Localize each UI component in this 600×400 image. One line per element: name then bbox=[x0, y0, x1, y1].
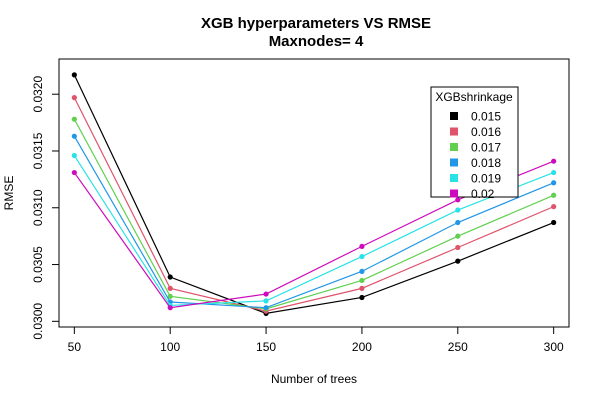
data-point bbox=[71, 72, 77, 78]
legend-swatch bbox=[450, 143, 458, 151]
data-point bbox=[455, 207, 461, 213]
data-point bbox=[263, 291, 269, 297]
legend-label: 0.017 bbox=[471, 141, 501, 155]
legend-label: 0.018 bbox=[471, 156, 501, 170]
data-point bbox=[455, 258, 461, 264]
data-point bbox=[71, 95, 77, 101]
legend-swatch bbox=[450, 127, 458, 136]
y-axis: 0.0300 0.0305 0.0310 0.0315 0.0320 bbox=[31, 76, 60, 340]
chart-subtitle: Maxnodes= 4 bbox=[269, 33, 364, 50]
y-tick-label: 0.0305 bbox=[31, 246, 45, 283]
series-line bbox=[73, 74, 554, 314]
data-point bbox=[71, 116, 77, 122]
data-point bbox=[551, 169, 557, 176]
y-tick-label: 0.0300 bbox=[31, 303, 45, 340]
data-point bbox=[551, 180, 557, 186]
data-point bbox=[71, 133, 77, 139]
y-tick-label: 0.0310 bbox=[31, 189, 45, 226]
legend-item: 0.016 bbox=[450, 125, 501, 139]
legend-label: 0.015 bbox=[471, 110, 501, 124]
y-tick-label: 0.0320 bbox=[31, 76, 45, 113]
legend-box bbox=[430, 86, 519, 198]
legend-item: 0.019 bbox=[450, 172, 501, 186]
data-point bbox=[455, 197, 461, 203]
x-axis: 50 100 150 200 250 300 bbox=[68, 326, 564, 354]
data-point bbox=[263, 305, 269, 311]
data-point bbox=[167, 274, 173, 280]
series-line bbox=[73, 118, 554, 310]
legend-swatch bbox=[450, 174, 458, 182]
data-point bbox=[167, 305, 173, 311]
legend-item: 0.017 bbox=[450, 141, 501, 155]
y-tick-label: 0.0315 bbox=[31, 132, 45, 169]
x-tick-label: 50 bbox=[68, 340, 82, 354]
data-point bbox=[551, 158, 557, 164]
data-point bbox=[551, 219, 557, 226]
series-0.015 bbox=[71, 72, 557, 316]
data-point bbox=[359, 268, 365, 274]
series-0.018 bbox=[71, 133, 557, 311]
data-point bbox=[167, 293, 173, 299]
series-line bbox=[73, 97, 554, 312]
data-point bbox=[359, 253, 365, 260]
x-tick-label: 150 bbox=[256, 340, 276, 354]
legend-swatch bbox=[450, 158, 458, 167]
x-axis-label: Number of trees bbox=[271, 372, 357, 386]
legend-title: XGBshrinkage bbox=[435, 90, 513, 104]
legend-item: 0.018 bbox=[450, 156, 501, 170]
data-point bbox=[551, 192, 557, 198]
data-point bbox=[455, 219, 461, 226]
data-point bbox=[167, 285, 173, 291]
legend-label: 0.016 bbox=[471, 125, 501, 139]
data-point bbox=[359, 243, 365, 249]
data-point bbox=[71, 152, 77, 159]
x-tick-label: 300 bbox=[544, 340, 564, 354]
data-point bbox=[359, 285, 365, 291]
x-tick-label: 200 bbox=[352, 340, 372, 354]
legend-label: 0.02 bbox=[471, 187, 495, 201]
legend-swatch bbox=[450, 189, 458, 198]
chart-title: XGB hyperparameters VS RMSE bbox=[201, 15, 431, 32]
legend-item: 0.015 bbox=[450, 110, 501, 124]
y-axis-label: RMSE bbox=[2, 176, 16, 211]
data-point bbox=[359, 294, 365, 301]
legend-label: 0.019 bbox=[471, 172, 501, 186]
data-point bbox=[263, 298, 269, 304]
x-tick-label: 250 bbox=[448, 340, 468, 354]
data-point bbox=[551, 204, 557, 210]
data-point bbox=[455, 244, 461, 251]
data-point bbox=[71, 169, 77, 176]
data-point bbox=[455, 233, 461, 239]
x-tick-label: 100 bbox=[160, 340, 180, 354]
series-line bbox=[73, 155, 554, 307]
legend-swatch bbox=[450, 112, 458, 120]
legend-item: 0.02 bbox=[450, 187, 495, 201]
data-point bbox=[359, 277, 365, 284]
series-line bbox=[73, 135, 554, 309]
